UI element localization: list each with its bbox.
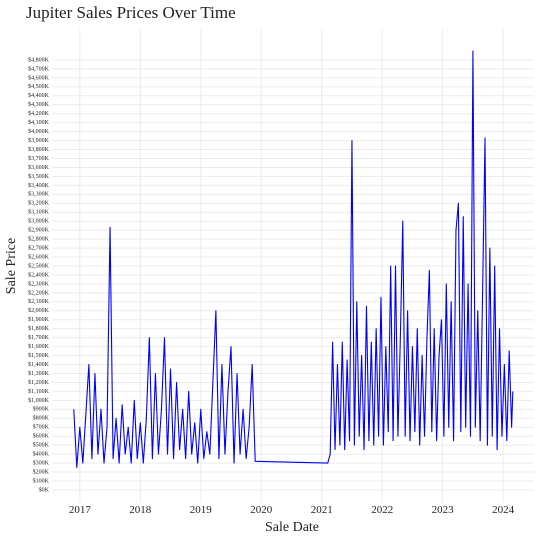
y-tick-label: $2,800K bbox=[28, 236, 50, 243]
y-tick-label: $1,000K bbox=[28, 397, 50, 404]
y-tick-label: $1,400K bbox=[28, 361, 50, 368]
y-tick-label: $4,400K bbox=[28, 92, 50, 99]
x-tick-label: 2022 bbox=[371, 504, 393, 516]
y-tick-label: $100K bbox=[33, 477, 50, 484]
y-tick-label: $4,700K bbox=[28, 65, 50, 72]
x-tick-label: 2024 bbox=[492, 504, 515, 516]
y-tick-label: $3,300K bbox=[28, 191, 50, 198]
x-tick-label: 2023 bbox=[432, 504, 455, 516]
y-tick-label: $1,700K bbox=[28, 334, 50, 341]
y-tick-label: $0K bbox=[39, 486, 50, 493]
y-tick-label: $400K bbox=[33, 451, 50, 458]
y-tick-label: $3,600K bbox=[28, 164, 50, 171]
y-tick-label: $2,700K bbox=[28, 244, 50, 251]
price-line bbox=[73, 50, 514, 469]
y-tick-label: $3,200K bbox=[28, 200, 50, 207]
y-tick-label: $800K bbox=[33, 415, 50, 422]
y-tick-label: $1,300K bbox=[28, 370, 50, 377]
x-tick-label: 2018 bbox=[129, 504, 152, 516]
y-tick-label: $300K bbox=[33, 459, 50, 466]
y-tick-label: $700K bbox=[33, 424, 50, 431]
y-tick-label: $500K bbox=[33, 442, 50, 449]
y-tick-label: $4,600K bbox=[28, 74, 50, 81]
y-tick-label: $4,100K bbox=[28, 119, 50, 126]
y-tick-label: $600K bbox=[33, 433, 50, 440]
y-tick-label: $900K bbox=[33, 406, 50, 413]
y-tick-label: $1,200K bbox=[28, 379, 50, 386]
y-tick-label: $2,000K bbox=[28, 307, 50, 314]
y-tick-label: $1,100K bbox=[28, 388, 50, 395]
y-tick-label: $3,400K bbox=[28, 182, 50, 189]
y-tick-label: $4,000K bbox=[28, 128, 50, 135]
y-tick-label: $4,200K bbox=[28, 110, 50, 117]
y-tick-label: $1,500K bbox=[28, 352, 50, 359]
y-tick-label: $2,600K bbox=[28, 253, 50, 260]
y-tick-label: $2,900K bbox=[28, 227, 50, 234]
y-tick-label: $200K bbox=[33, 468, 50, 475]
y-tick-label: $2,500K bbox=[28, 262, 50, 269]
x-tick-label: 2021 bbox=[311, 504, 333, 516]
y-tick-label: $1,900K bbox=[28, 316, 50, 323]
y-tick-label: $1,600K bbox=[28, 343, 50, 350]
y-tick-label: $4,500K bbox=[28, 83, 50, 90]
y-tick-label: $2,100K bbox=[28, 298, 50, 305]
y-tick-label: $2,200K bbox=[28, 289, 50, 296]
y-tick-label: $3,800K bbox=[28, 146, 50, 153]
y-tick-label: $2,400K bbox=[28, 271, 50, 278]
y-tick-label: $1,800K bbox=[28, 325, 50, 332]
y-tick-label: $3,100K bbox=[28, 209, 50, 216]
y-tick-label: $4,800K bbox=[28, 56, 50, 63]
x-axis-label: Sale Date bbox=[265, 520, 319, 535]
y-tick-label: $4,300K bbox=[28, 101, 50, 108]
chart-title: Jupiter Sales Prices Over Time bbox=[26, 3, 236, 22]
y-tick-label: $3,000K bbox=[28, 218, 50, 225]
y-tick-label: $3,700K bbox=[28, 155, 50, 162]
y-tick-label: $3,900K bbox=[28, 137, 50, 144]
y-axis-label: Sale Price bbox=[4, 238, 19, 294]
y-tick-label: $2,300K bbox=[28, 280, 50, 287]
x-tick-label: 2019 bbox=[190, 504, 213, 516]
x-tick-label: 2017 bbox=[69, 504, 92, 516]
x-tick-label: 2020 bbox=[250, 504, 273, 516]
y-tick-label: $3,500K bbox=[28, 173, 50, 180]
